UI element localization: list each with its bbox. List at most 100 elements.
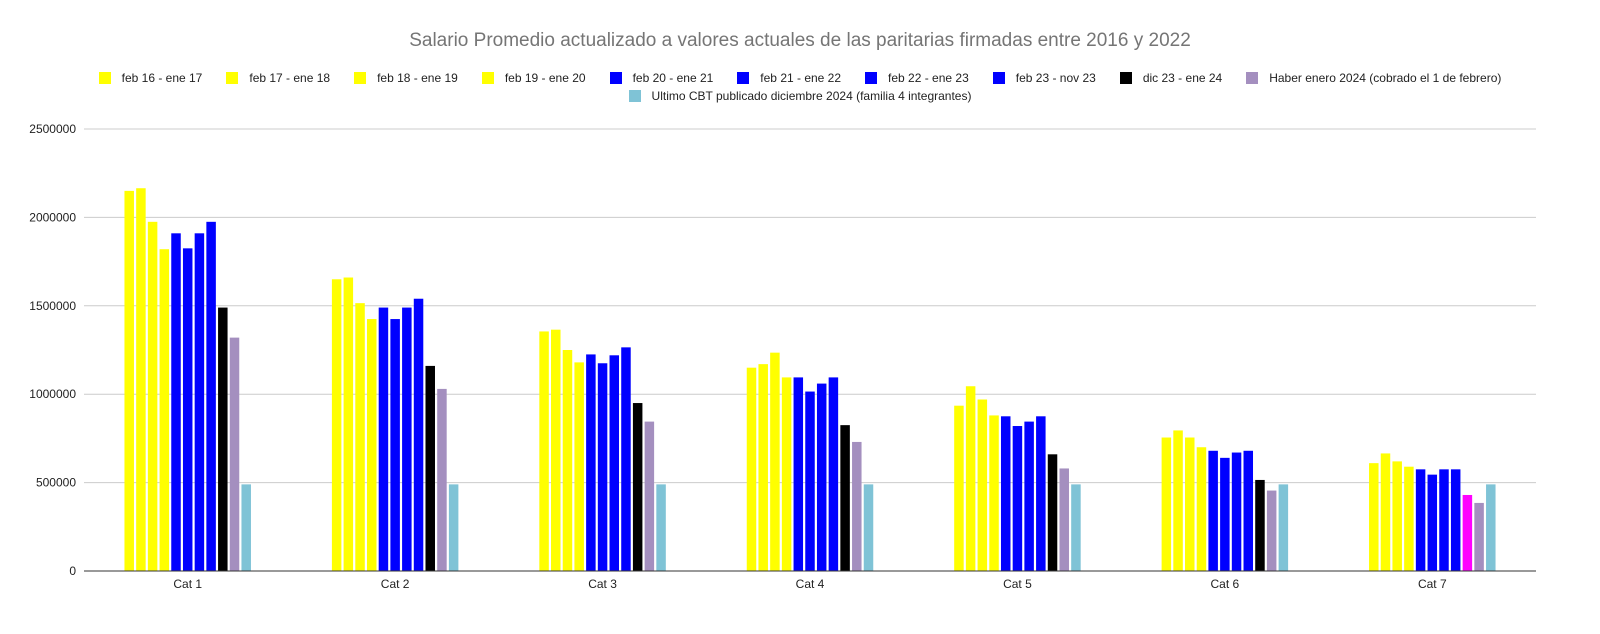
bar [781, 377, 792, 571]
x-tick-label: Cat 5 [1003, 577, 1032, 591]
legend-label: feb 17 - ene 18 [249, 71, 331, 85]
x-tick-label: Cat 2 [381, 577, 410, 591]
y-tick-label: 1000000 [29, 387, 76, 401]
bar [1059, 468, 1069, 571]
bar [1404, 466, 1414, 571]
x-tick-label: Cat 4 [796, 577, 825, 591]
legend-label: feb 16 - ene 17 [121, 71, 203, 85]
bar [656, 484, 666, 571]
bar [1369, 463, 1379, 571]
bar [1392, 461, 1402, 571]
bar [562, 350, 573, 571]
x-tick-label: Cat 6 [1211, 577, 1240, 591]
bar [159, 249, 170, 571]
bar [770, 352, 780, 571]
bar [954, 405, 964, 571]
legend-swatch [737, 72, 750, 84]
legend-item[interactable]: feb 22 - ene 23 [865, 71, 969, 85]
bar [621, 347, 631, 571]
bar [437, 388, 447, 571]
legend-item[interactable]: feb 18 - ene 19 [354, 71, 458, 85]
legend-item[interactable]: feb 21 - ene 22 [737, 71, 841, 85]
x-tick-label: Cat 1 [173, 577, 202, 591]
bar [1185, 437, 1195, 571]
bar [863, 484, 874, 571]
bar [1024, 421, 1034, 571]
bar [758, 364, 768, 571]
legend-item[interactable]: Haber enero 2024 (cobrado el 1 de febrer… [1246, 71, 1501, 85]
bar [124, 190, 134, 571]
bar [551, 329, 561, 571]
bar [194, 233, 205, 571]
legend-swatch [865, 72, 878, 84]
bar [793, 377, 804, 571]
legend-label: feb 21 - ene 22 [760, 71, 842, 85]
legend-label: Ultimo CBT publicado diciembre 2024 (fam… [651, 89, 972, 103]
bar [1474, 502, 1484, 571]
bar [378, 307, 389, 571]
legend-item[interactable]: feb 16 - ene 17 [98, 71, 203, 85]
bar [402, 307, 412, 571]
bar [1173, 430, 1183, 571]
y-tick-label: 2000000 [29, 210, 76, 224]
bar [1415, 469, 1426, 571]
bar [1196, 447, 1207, 571]
bar [390, 319, 400, 571]
bar [632, 403, 643, 571]
legend-swatch [354, 72, 367, 84]
bar [746, 367, 757, 571]
bar [965, 386, 976, 571]
legend-row-2: Ultimo CBT publicado diciembre 2024 (fam… [0, 89, 1600, 103]
bar [218, 307, 228, 571]
bar [828, 377, 839, 571]
legend-swatch [98, 72, 111, 84]
legend-label: feb 23 - nov 23 [1015, 71, 1096, 85]
y-tick-label: 500000 [36, 476, 76, 490]
bar [989, 415, 999, 571]
legend-item[interactable]: feb 20 - ene 21 [609, 71, 714, 85]
bar [413, 298, 424, 571]
legend-label: feb 19 - ene 20 [504, 71, 586, 85]
y-tick-label: 0 [69, 564, 76, 578]
bar [355, 303, 365, 571]
legend-item[interactable]: feb 17 - ene 18 [226, 71, 330, 85]
legend-item[interactable]: feb 23 - nov 23 [992, 71, 1096, 85]
legend-label: dic 23 - ene 24 [1142, 71, 1223, 85]
bar [1243, 450, 1254, 571]
legend-label: feb 18 - ene 19 [377, 71, 458, 85]
bar [1012, 426, 1023, 571]
bar [586, 354, 596, 571]
legend-swatch [609, 72, 622, 84]
legend-swatch [226, 72, 239, 84]
bar [1036, 416, 1046, 571]
bar [1208, 450, 1218, 571]
bar [1220, 457, 1230, 571]
x-tick-label: Cat 7 [1418, 577, 1447, 591]
legend-label: feb 22 - ene 23 [888, 71, 969, 85]
legend-swatch [992, 72, 1005, 84]
bar [609, 355, 620, 571]
bar [574, 362, 584, 571]
bar [840, 425, 850, 571]
bar [1047, 454, 1058, 571]
bar [977, 399, 988, 571]
bar [425, 365, 435, 571]
bar [147, 221, 158, 571]
legend-swatch [481, 72, 494, 84]
bar [1071, 484, 1081, 571]
legend-item[interactable]: Ultimo CBT publicado diciembre 2024 (fam… [628, 89, 972, 103]
bar [366, 319, 377, 571]
legend-item[interactable]: feb 19 - ene 20 [481, 71, 586, 85]
legend-label: feb 20 - ene 21 [632, 71, 714, 85]
bar [1255, 479, 1265, 571]
bar [229, 337, 240, 571]
bar [805, 391, 815, 571]
legend: feb 16 - ene 17 feb 17 - ene 18 feb 18 - e… [0, 71, 1600, 85]
legend-item[interactable]: dic 23 - ene 24 [1119, 71, 1223, 85]
bar [1161, 437, 1172, 571]
bar [539, 331, 549, 571]
legend-swatch [628, 90, 641, 102]
bar [816, 383, 827, 571]
bar [136, 188, 146, 572]
bar [206, 221, 216, 571]
